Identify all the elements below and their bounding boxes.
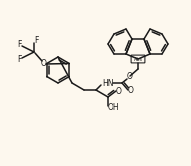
Text: F: F (34, 36, 38, 44)
Text: OH: OH (107, 102, 119, 112)
FancyBboxPatch shape (131, 55, 145, 63)
Text: O: O (128, 85, 134, 94)
Text: O: O (127, 72, 133, 81)
Text: F: F (17, 40, 21, 48)
Text: O: O (41, 58, 47, 68)
Text: F: F (17, 54, 21, 64)
Text: Abs: Abs (134, 56, 142, 61)
Text: O: O (116, 86, 122, 95)
Text: HN: HN (102, 79, 114, 87)
